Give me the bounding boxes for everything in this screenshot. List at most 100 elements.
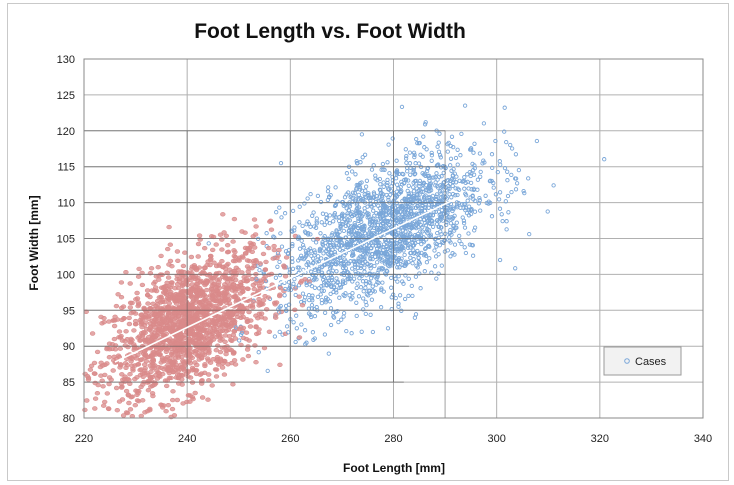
data-point xyxy=(445,248,450,253)
data-point xyxy=(419,241,424,247)
data-point xyxy=(369,204,374,209)
data-point xyxy=(408,172,413,177)
data-point xyxy=(127,372,133,377)
data-point xyxy=(367,288,372,293)
data-point xyxy=(110,368,116,373)
data-point xyxy=(206,340,213,345)
data-point xyxy=(202,302,208,307)
data-point xyxy=(399,179,404,185)
data-point xyxy=(497,206,503,211)
data-point xyxy=(423,253,429,258)
data-point xyxy=(362,269,367,274)
data-point xyxy=(282,293,287,298)
data-point xyxy=(210,247,216,253)
data-point xyxy=(256,283,263,289)
data-point xyxy=(253,224,259,229)
data-point xyxy=(145,301,151,306)
data-point xyxy=(466,186,471,191)
data-point xyxy=(232,258,239,264)
data-point xyxy=(285,251,290,256)
data-point xyxy=(111,336,118,342)
data-point xyxy=(505,169,510,174)
data-point xyxy=(138,312,144,318)
data-point xyxy=(232,336,239,341)
data-point xyxy=(304,251,309,256)
data-point xyxy=(328,264,333,269)
y-tick-label: 95 xyxy=(63,305,75,317)
data-point xyxy=(225,298,231,303)
data-point xyxy=(101,399,108,405)
data-point xyxy=(430,204,435,210)
data-point xyxy=(257,261,263,266)
data-point xyxy=(343,266,348,271)
data-point xyxy=(150,301,156,306)
data-point xyxy=(372,223,377,228)
data-point xyxy=(401,218,406,223)
data-point xyxy=(407,214,413,219)
data-point xyxy=(335,245,340,250)
data-point xyxy=(353,269,358,274)
data-point xyxy=(209,287,215,292)
data-point xyxy=(497,257,503,263)
data-point xyxy=(356,294,362,299)
data-point xyxy=(173,365,180,370)
data-point xyxy=(315,294,321,300)
data-point xyxy=(349,169,355,174)
data-point xyxy=(276,247,282,253)
data-point xyxy=(113,385,120,391)
data-point xyxy=(448,163,453,168)
data-point xyxy=(225,261,231,267)
data-point xyxy=(187,339,194,344)
data-point xyxy=(303,249,309,254)
data-point xyxy=(388,244,394,249)
y-tick-label: 130 xyxy=(57,54,75,66)
data-point xyxy=(471,167,476,173)
data-point xyxy=(346,261,352,266)
data-point xyxy=(167,291,173,296)
data-point xyxy=(465,172,470,177)
data-point xyxy=(156,365,162,370)
data-point xyxy=(172,299,178,304)
data-point xyxy=(332,212,337,218)
data-point xyxy=(425,226,430,232)
trend-line xyxy=(114,198,456,363)
data-point xyxy=(450,215,456,220)
data-point xyxy=(463,193,469,198)
data-point xyxy=(509,146,515,151)
data-point xyxy=(170,369,177,375)
data-point xyxy=(345,242,350,247)
data-point xyxy=(435,183,440,189)
data-point xyxy=(420,229,425,234)
data-point xyxy=(116,329,123,334)
data-point xyxy=(386,263,391,268)
data-point xyxy=(436,271,441,276)
data-point xyxy=(463,207,468,213)
data-point xyxy=(236,327,243,332)
data-point xyxy=(147,346,154,351)
data-point xyxy=(337,295,342,300)
data-point xyxy=(167,258,174,264)
data-point xyxy=(204,287,210,293)
data-point xyxy=(360,155,365,160)
data-point xyxy=(368,290,373,296)
data-point xyxy=(141,349,148,354)
data-point xyxy=(197,333,204,338)
data-point xyxy=(379,210,384,216)
data-point xyxy=(231,248,237,253)
data-point xyxy=(367,230,372,235)
data-point xyxy=(163,409,169,414)
data-point xyxy=(477,195,482,201)
chart-title: Foot Length vs. Foot Width xyxy=(194,20,466,43)
data-point xyxy=(513,187,519,192)
data-point xyxy=(373,176,378,181)
data-point xyxy=(367,271,372,276)
data-point xyxy=(400,262,405,268)
x-tick-label: 300 xyxy=(487,433,505,445)
x-tick-label: 280 xyxy=(384,433,402,445)
data-point xyxy=(249,276,255,282)
data-point xyxy=(122,343,129,348)
data-point xyxy=(386,218,391,224)
data-point xyxy=(461,178,467,183)
legend-entry-cases: Cases xyxy=(635,356,667,368)
data-point xyxy=(155,265,161,270)
